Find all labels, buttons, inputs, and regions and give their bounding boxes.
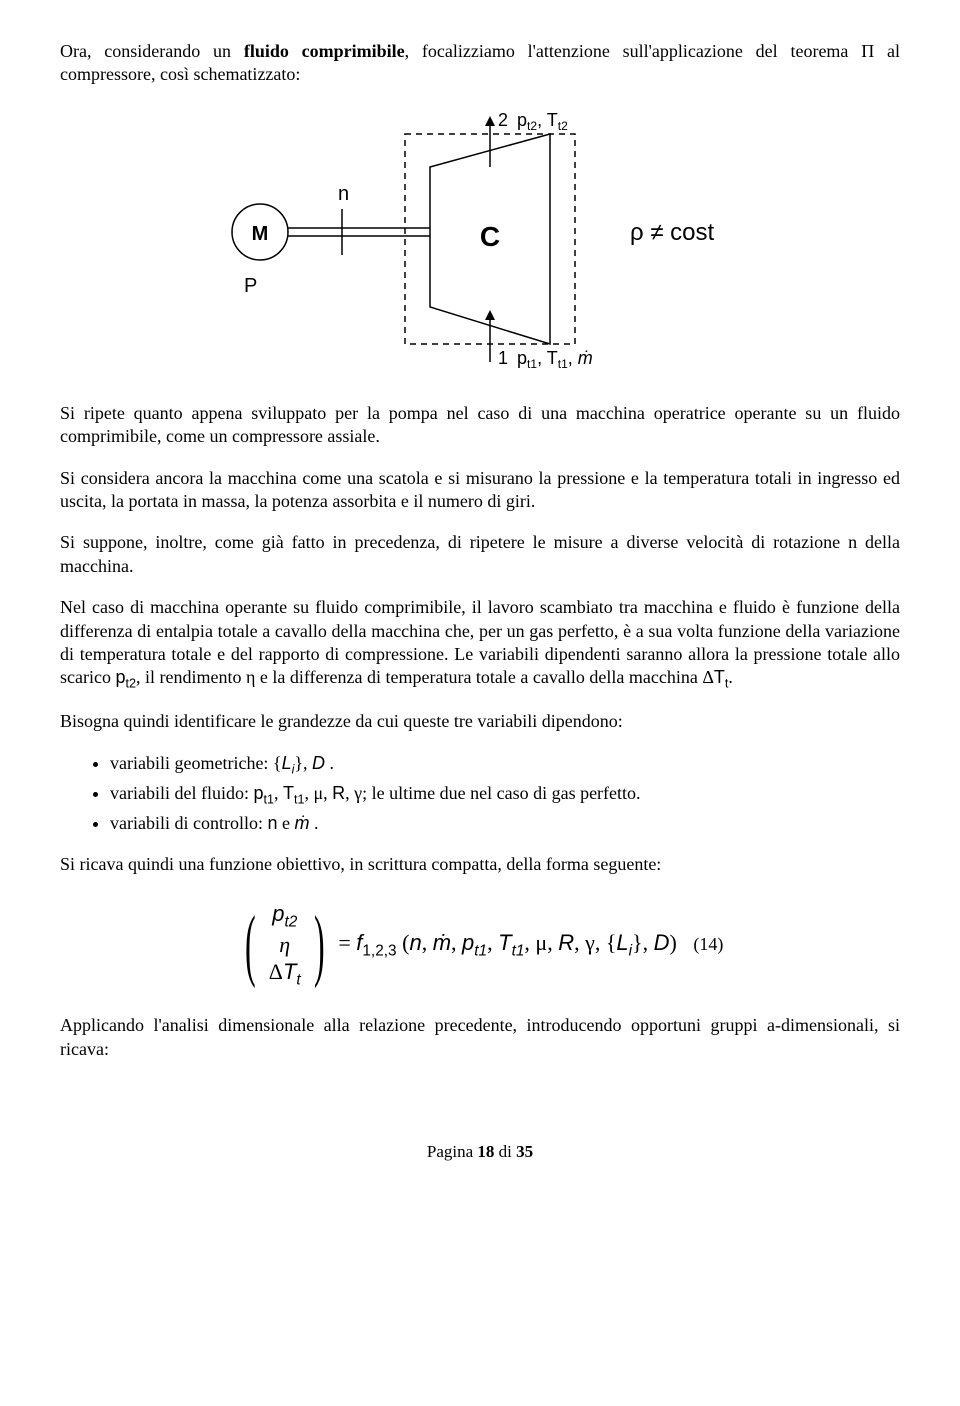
density-label: ρ ≠ cost — [630, 219, 715, 246]
intro-paragraph: Ora, considerando un fluido comprimibile… — [60, 40, 900, 87]
outlet-arrow-head — [485, 116, 495, 126]
inlet-label: 1 pt1, Tt1, ṁ — [498, 348, 593, 371]
paragraph-4: Si suppone, inoltre, come già fatto in p… — [60, 531, 900, 578]
bullet-fluid: variabili del fluido: pt1, Tt1, μ, R, γ;… — [110, 782, 900, 808]
compressor-label: C — [480, 221, 500, 252]
eq-vec-mid: η — [269, 932, 301, 958]
equation-number: (14) — [693, 933, 723, 956]
power-label: P — [244, 275, 257, 297]
paragraph-2: Si ripete quanto appena sviluppato per l… — [60, 402, 900, 449]
paragraph-8: Applicando l'analisi dimensionale alla r… — [60, 1014, 900, 1061]
motor-label: M — [252, 223, 269, 245]
p5-text-c: . — [728, 667, 733, 687]
intro-text-bold: fluido comprimibile — [244, 41, 405, 61]
eq-equals: = — [338, 930, 356, 955]
compressor-diagram-container: M P n C 2 pt2, Tt2 1 pt1, Tt1, ṁ ρ ≠ cos — [60, 112, 900, 372]
variable-bullets: variabili geometriche: {Li}, D . variabi… — [60, 752, 900, 835]
eq-vec-top: pt2 — [269, 901, 301, 932]
outlet-label: 2 pt2, Tt2 — [498, 112, 568, 133]
compressor-diagram: M P n C 2 pt2, Tt2 1 pt1, Tt1, ṁ ρ ≠ cos — [200, 112, 760, 372]
eq-vec-bot: ΔTt — [269, 959, 301, 990]
paragraph-7: Si ricava quindi una funzione obiettivo,… — [60, 853, 900, 876]
speed-label: n — [338, 183, 349, 205]
paragraph-5: Nel caso di macchina operante su fluido … — [60, 596, 900, 692]
p5-Tt: Tt — [714, 667, 729, 687]
p5-pt2: pt2 — [115, 667, 136, 687]
bullet-control: variabili di controllo: n e ṁ . — [110, 812, 900, 835]
equation-14: ( pt2 η ΔTt ) = f1,2,3 (n, ṁ, pt1, Tt1, … — [60, 901, 900, 989]
paragraph-6: Bisogna quindi identificare le grandezze… — [60, 710, 900, 733]
paragraph-3: Si considera ancora la macchina come una… — [60, 467, 900, 514]
intro-text-a: Ora, considerando un — [60, 41, 244, 61]
page-footer: Pagina 18 di 35 — [60, 1141, 900, 1163]
p5-text-b: , il rendimento η e la differenza di tem… — [136, 667, 714, 687]
bullet-geometric: variabili geometriche: {Li}, D . — [110, 752, 900, 778]
